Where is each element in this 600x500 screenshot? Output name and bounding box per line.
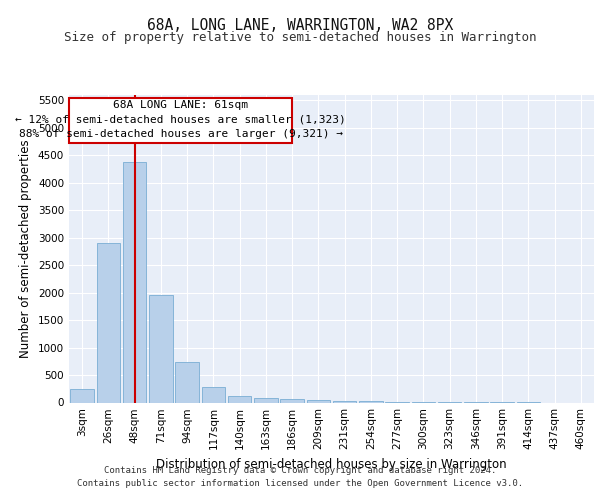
Bar xyxy=(69,98,292,144)
Bar xyxy=(333,401,356,402)
Y-axis label: Number of semi-detached properties: Number of semi-detached properties xyxy=(19,140,32,358)
Bar xyxy=(97,244,120,402)
Bar xyxy=(307,400,330,402)
Text: 88% of semi-detached houses are larger (9,321) →: 88% of semi-detached houses are larger (… xyxy=(19,128,343,138)
Bar xyxy=(254,398,278,402)
Text: Contains HM Land Registry data © Crown copyright and database right 2024.
Contai: Contains HM Land Registry data © Crown c… xyxy=(77,466,523,487)
Text: Size of property relative to semi-detached houses in Warrington: Size of property relative to semi-detach… xyxy=(64,31,536,44)
X-axis label: Distribution of semi-detached houses by size in Warrington: Distribution of semi-detached houses by … xyxy=(156,458,507,471)
Bar xyxy=(149,296,173,403)
Text: 68A, LONG LANE, WARRINGTON, WA2 8PX: 68A, LONG LANE, WARRINGTON, WA2 8PX xyxy=(147,18,453,32)
Bar xyxy=(228,396,251,402)
Bar xyxy=(280,399,304,402)
Bar xyxy=(70,390,94,402)
Bar xyxy=(175,362,199,403)
Text: 68A LONG LANE: 61sqm: 68A LONG LANE: 61sqm xyxy=(113,100,248,110)
Bar xyxy=(123,162,146,402)
Bar xyxy=(202,387,225,402)
Text: ← 12% of semi-detached houses are smaller (1,323): ← 12% of semi-detached houses are smalle… xyxy=(15,114,346,124)
